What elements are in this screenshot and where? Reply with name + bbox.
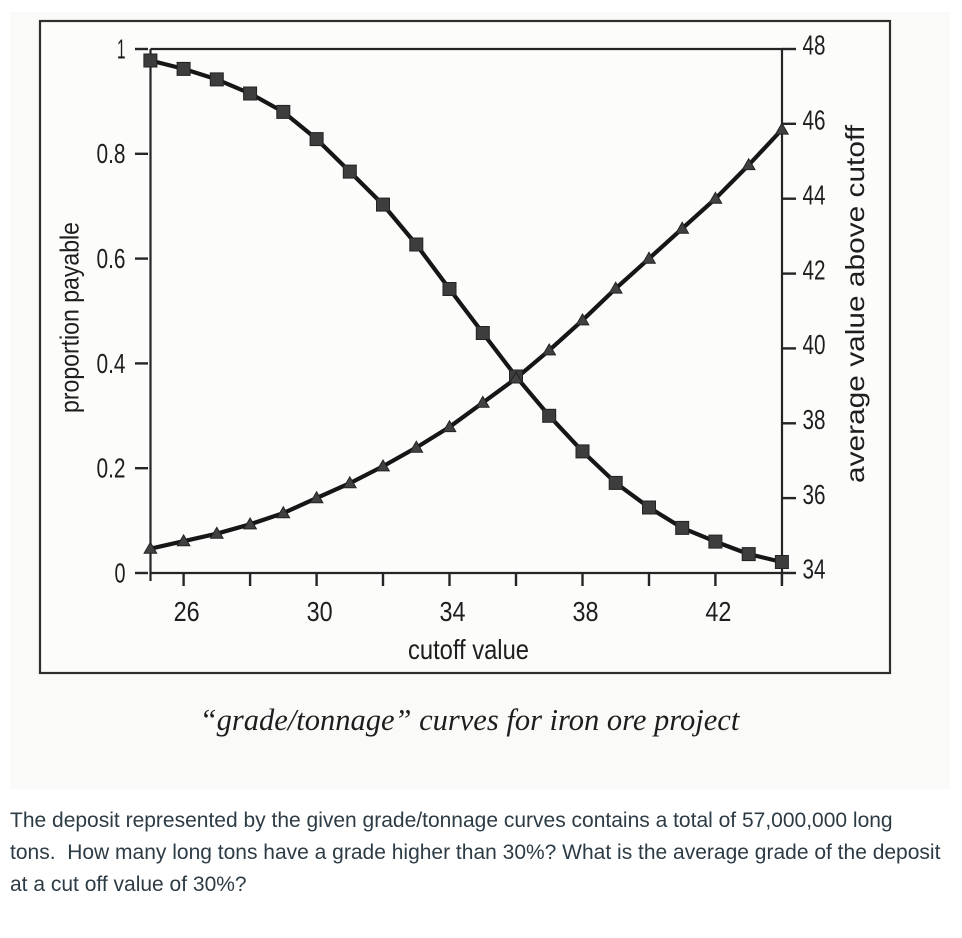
svg-text:30: 30 bbox=[307, 596, 333, 627]
svg-text:average value above cutoff: average value above cutoff bbox=[840, 124, 870, 483]
svg-text:“grade/tonnage” curves for iro: “grade/tonnage” curves for iron ore proj… bbox=[200, 703, 741, 737]
svg-text:34: 34 bbox=[440, 596, 466, 627]
svg-text:0.6: 0.6 bbox=[97, 243, 126, 274]
svg-text:42: 42 bbox=[803, 254, 826, 285]
svg-text:0.2: 0.2 bbox=[97, 453, 126, 484]
svg-text:38: 38 bbox=[573, 596, 599, 627]
svg-text:42: 42 bbox=[705, 596, 731, 627]
svg-text:34: 34 bbox=[803, 554, 826, 585]
svg-text:26: 26 bbox=[174, 596, 200, 627]
svg-text:1: 1 bbox=[117, 33, 126, 64]
svg-text:0.8: 0.8 bbox=[97, 138, 126, 169]
svg-text:38: 38 bbox=[803, 404, 826, 435]
svg-text:48: 48 bbox=[803, 30, 826, 61]
svg-text:proportion payable: proportion payable bbox=[55, 222, 85, 413]
svg-text:44: 44 bbox=[803, 179, 826, 210]
svg-text:cutoff value: cutoff value bbox=[408, 634, 529, 665]
svg-text:0.4: 0.4 bbox=[97, 348, 126, 379]
svg-text:46: 46 bbox=[803, 105, 826, 136]
svg-text:0: 0 bbox=[115, 557, 126, 588]
svg-text:40: 40 bbox=[803, 329, 826, 360]
svg-text:36: 36 bbox=[803, 479, 826, 510]
